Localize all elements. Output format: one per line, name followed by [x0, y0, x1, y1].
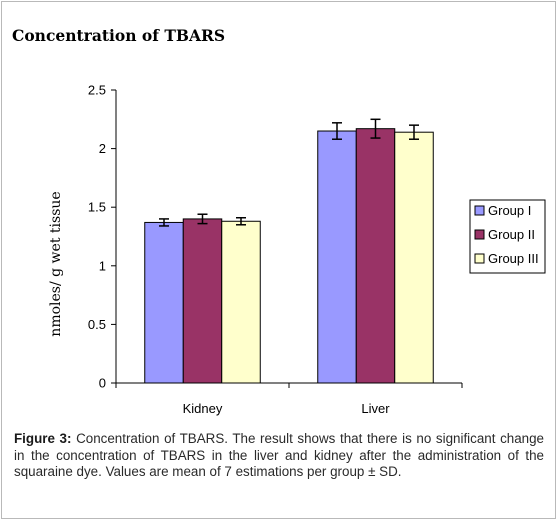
legend-swatch [474, 205, 485, 216]
bar [317, 130, 357, 384]
legend-label: Group II [488, 227, 535, 242]
plot-area: 0 0.5 1 1.5 2 2.5 Kidney Liver [88, 83, 463, 416]
bar [144, 221, 184, 384]
y-tick-label: 2.5 [88, 83, 106, 98]
legend-swatch [474, 253, 485, 264]
y-axis-label: nmoles/ g wet tissue [48, 191, 64, 336]
legend: Group I Group II Group III [469, 199, 546, 274]
x-tick-label: Liver [361, 401, 390, 416]
y-tick-label: 1.5 [88, 200, 106, 215]
bar [182, 218, 223, 384]
y-tick-label: 0 [99, 376, 106, 391]
legend-swatch [474, 229, 485, 240]
bar [394, 131, 434, 384]
bar [355, 128, 396, 384]
figure-caption: Figure 3: Concentration of TBARS. The re… [14, 431, 544, 481]
y-tick-label: 1 [99, 258, 106, 273]
chart: nmoles/ g wet tissue 0 0.5 1 1.5 2 2.5 Kidney L… [48, 83, 546, 416]
caption-label: Figure 3: [14, 431, 72, 446]
legend-label: Group III [488, 251, 539, 266]
legend-label: Group I [488, 203, 531, 218]
caption-text: Concentration of TBARS. The result shows… [14, 431, 544, 479]
y-tick-label: 2 [99, 141, 106, 156]
chart-title: Concentration of TBARS [12, 26, 226, 45]
bar [221, 220, 261, 384]
x-tick-label: Kidney [183, 401, 223, 416]
y-tick-label: 0.5 [88, 317, 106, 332]
